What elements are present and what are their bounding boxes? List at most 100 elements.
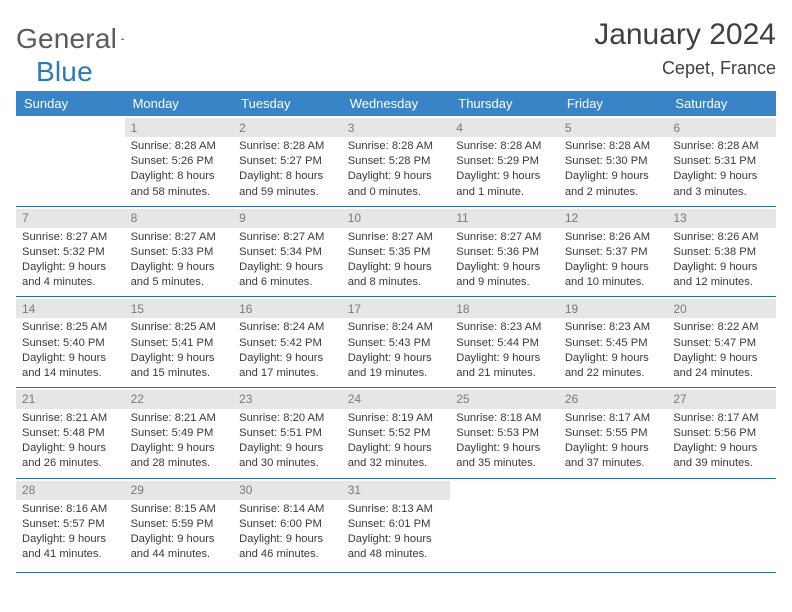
sunset-text: Sunset: 5:59 PM [131,517,228,532]
daylight-text: Daylight: 9 hours and 4 minutes. [22,260,119,290]
day-number: 19 [559,299,668,318]
sunrise-text: Sunrise: 8:18 AM [456,411,553,426]
sunset-text: Sunset: 5:55 PM [565,426,662,441]
daylight-text: Daylight: 9 hours and 21 minutes. [456,351,553,381]
day-number: 25 [450,390,559,409]
calendar-cell: 15Sunrise: 8:25 AMSunset: 5:41 PMDayligh… [125,297,234,388]
calendar-cell: 14Sunrise: 8:25 AMSunset: 5:40 PMDayligh… [16,297,125,388]
daylight-text: Daylight: 9 hours and 17 minutes. [239,351,336,381]
daylight-text: Daylight: 9 hours and 9 minutes. [456,260,553,290]
daylight-text: Daylight: 9 hours and 3 minutes. [673,169,770,199]
weekday-header: Friday [559,91,668,116]
day-number: 2 [233,118,342,137]
calendar-cell: 30Sunrise: 8:14 AMSunset: 6:00 PMDayligh… [233,478,342,573]
daylight-text: Daylight: 9 hours and 8 minutes. [348,260,445,290]
sunset-text: Sunset: 5:32 PM [22,245,119,260]
daylight-text: Daylight: 9 hours and 28 minutes. [131,441,228,471]
daylight-text: Daylight: 8 hours and 59 minutes. [239,169,336,199]
day-number: 16 [233,299,342,318]
daylight-text: Daylight: 8 hours and 58 minutes. [131,169,228,199]
sunset-text: Sunset: 5:57 PM [22,517,119,532]
logo-word1: General [16,23,117,55]
weekday-header: Monday [125,91,234,116]
day-number: 1 [125,118,234,137]
sunset-text: Sunset: 6:01 PM [348,517,445,532]
sunrise-text: Sunrise: 8:22 AM [673,320,770,335]
daylight-text: Daylight: 9 hours and 37 minutes. [565,441,662,471]
weekday-header: Saturday [667,91,776,116]
day-number: 12 [559,209,668,228]
day-number: 4 [450,118,559,137]
sunrise-text: Sunrise: 8:27 AM [239,230,336,245]
day-number: 23 [233,390,342,409]
day-number: 31 [342,481,451,500]
sunrise-text: Sunrise: 8:25 AM [22,320,119,335]
calendar-cell: 25Sunrise: 8:18 AMSunset: 5:53 PMDayligh… [450,387,559,478]
daylight-text: Daylight: 9 hours and 19 minutes. [348,351,445,381]
sunset-text: Sunset: 5:26 PM [131,154,228,169]
calendar-cell: 19Sunrise: 8:23 AMSunset: 5:45 PMDayligh… [559,297,668,388]
sunrise-text: Sunrise: 8:28 AM [673,139,770,154]
daylight-text: Daylight: 9 hours and 39 minutes. [673,441,770,471]
sunset-text: Sunset: 5:34 PM [239,245,336,260]
page-root: General January 2024 Cepet, France Blue … [0,0,792,612]
sail-icon [121,30,124,48]
sunrise-text: Sunrise: 8:19 AM [348,411,445,426]
sunrise-text: Sunrise: 8:23 AM [565,320,662,335]
calendar-cell [559,478,668,573]
sunset-text: Sunset: 6:00 PM [239,517,336,532]
calendar-cell: 13Sunrise: 8:26 AMSunset: 5:38 PMDayligh… [667,206,776,297]
day-number: 18 [450,299,559,318]
daylight-text: Daylight: 9 hours and 44 minutes. [131,532,228,562]
sunset-text: Sunset: 5:45 PM [565,336,662,351]
sunrise-text: Sunrise: 8:15 AM [131,502,228,517]
sunset-text: Sunset: 5:44 PM [456,336,553,351]
page-subtitle: Cepet, France [594,58,776,79]
sunrise-text: Sunrise: 8:26 AM [565,230,662,245]
calendar-cell [16,116,125,206]
daylight-text: Daylight: 9 hours and 0 minutes. [348,169,445,199]
sunrise-text: Sunrise: 8:13 AM [348,502,445,517]
day-number: 3 [342,118,451,137]
calendar-table: Sunday Monday Tuesday Wednesday Thursday… [16,91,776,573]
sunrise-text: Sunrise: 8:27 AM [456,230,553,245]
calendar-cell: 18Sunrise: 8:23 AMSunset: 5:44 PMDayligh… [450,297,559,388]
calendar-cell [450,478,559,573]
daylight-text: Daylight: 9 hours and 12 minutes. [673,260,770,290]
calendar-cell: 29 Sunrise: 8:15 AMSunset: 5:59 PMDayligh… [125,478,234,573]
day-number: 21 [16,390,125,409]
sunrise-text: Sunrise: 8:21 AM [131,411,228,426]
daylight-text: Daylight: 9 hours and 30 minutes. [239,441,336,471]
calendar-week: 21Sunrise: 8:21 AMSunset: 5:48 PMDayligh… [16,387,776,478]
sunset-text: Sunset: 5:51 PM [239,426,336,441]
daylight-text: Daylight: 9 hours and 24 minutes. [673,351,770,381]
day-number: 30 [233,481,342,500]
sunset-text: Sunset: 5:31 PM [673,154,770,169]
sunset-text: Sunset: 5:47 PM [673,336,770,351]
calendar-cell: 1 Sunrise: 8:28 AMSunset: 5:26 PMDaylight… [125,116,234,206]
day-number: 11 [450,209,559,228]
sunset-text: Sunset: 5:30 PM [565,154,662,169]
sunrise-text: Sunrise: 8:20 AM [239,411,336,426]
daylight-text: Daylight: 9 hours and 35 minutes. [456,441,553,471]
daylight-text: Daylight: 9 hours and 1 minute. [456,169,553,199]
calendar-cell: 10Sunrise: 8:27 AMSunset: 5:35 PMDayligh… [342,206,451,297]
sunrise-text: Sunrise: 8:28 AM [348,139,445,154]
calendar-cell: 8Sunrise: 8:27 AMSunset: 5:33 PMDaylight… [125,206,234,297]
calendar-cell: 3Sunrise: 8:28 AMSunset: 5:28 PMDaylight… [342,116,451,206]
page-title: January 2024 [594,18,776,52]
calendar-cell: 28Sunrise: 8:16 AMSunset: 5:57 PMDayligh… [16,478,125,573]
sunrise-text: Sunrise: 8:26 AM [673,230,770,245]
sunrise-text: Sunrise: 8:28 AM [131,139,228,154]
calendar-cell: 9Sunrise: 8:27 AMSunset: 5:34 PMDaylight… [233,206,342,297]
calendar-cell: 23 Sunrise: 8:20 AMSunset: 5:51 PMDayligh… [233,387,342,478]
day-number: 15 [125,299,234,318]
calendar-cell: 7Sunrise: 8:27 AMSunset: 5:32 PMDaylight… [16,206,125,297]
sunrise-text: Sunrise: 8:17 AM [565,411,662,426]
daylight-text: Daylight: 9 hours and 10 minutes. [565,260,662,290]
sunset-text: Sunset: 5:27 PM [239,154,336,169]
daylight-text: Daylight: 9 hours and 32 minutes. [348,441,445,471]
day-number: 29 [125,481,234,500]
daylight-text: Daylight: 9 hours and 26 minutes. [22,441,119,471]
sunrise-text: Sunrise: 8:27 AM [131,230,228,245]
